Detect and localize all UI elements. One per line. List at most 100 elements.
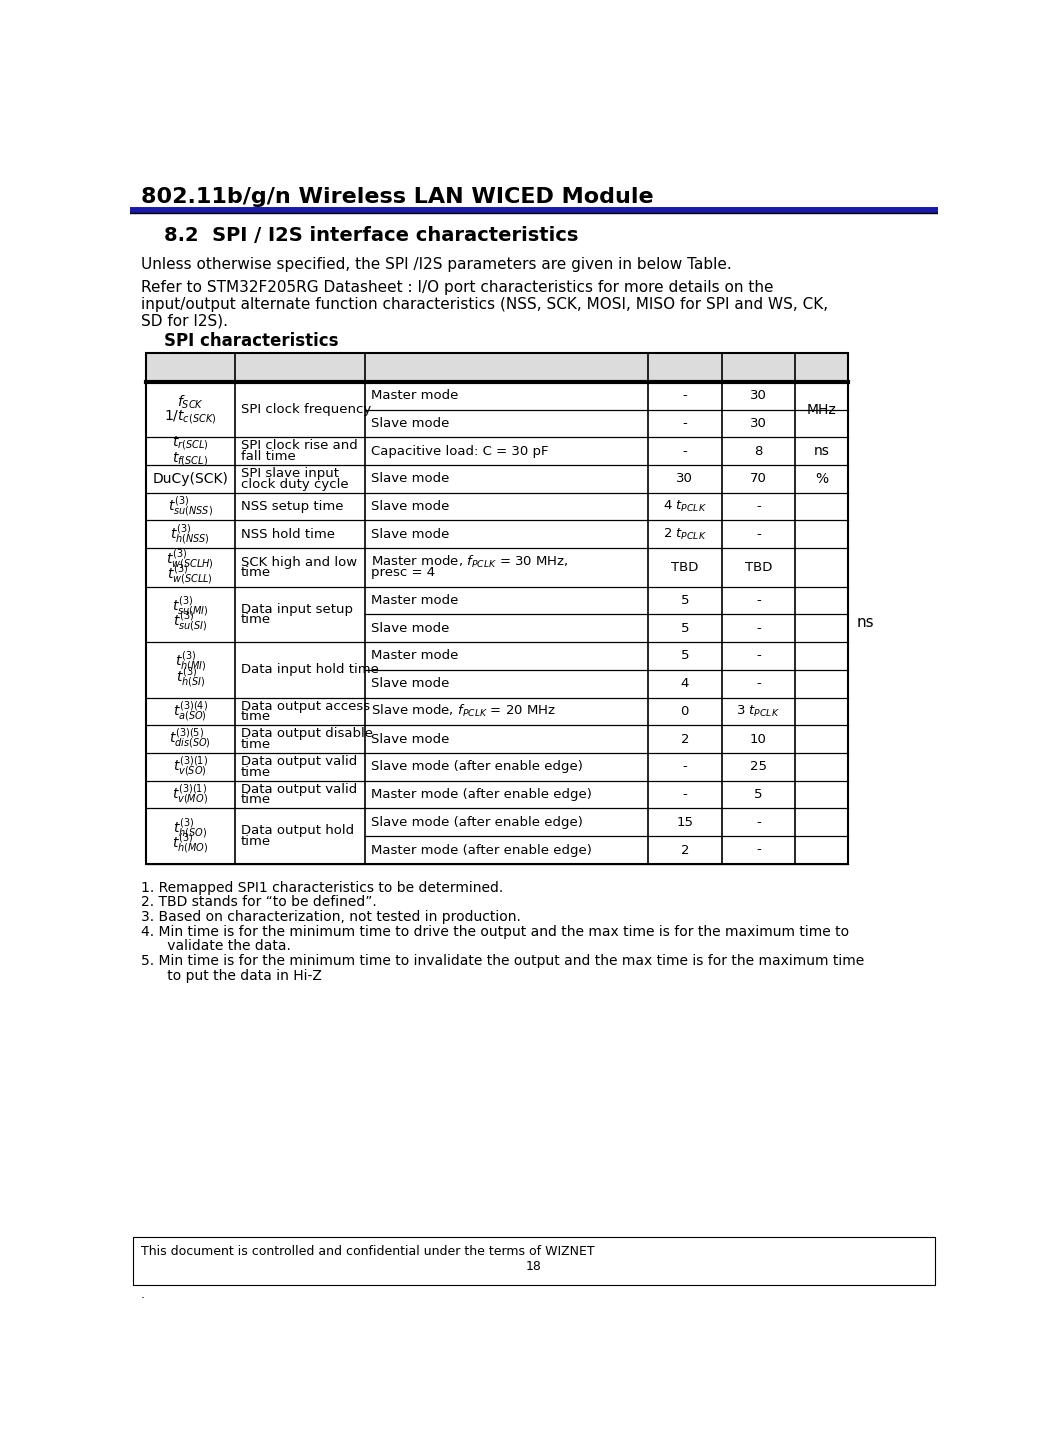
Text: 2: 2: [680, 843, 689, 856]
Text: presc = 4: presc = 4: [371, 566, 436, 579]
Text: -: -: [756, 677, 761, 690]
Text: -: -: [683, 416, 687, 430]
Text: Symbol: Symbol: [159, 360, 221, 374]
Text: $t_{r(SCL)}$: $t_{r(SCL)}$: [172, 434, 208, 453]
Text: -: -: [683, 760, 687, 773]
Text: Data output access: Data output access: [241, 699, 370, 712]
Text: Max: Max: [742, 360, 775, 374]
Text: SPI clock frequency: SPI clock frequency: [241, 403, 371, 416]
Text: time: time: [241, 836, 271, 847]
Text: ns: ns: [814, 444, 829, 459]
Bar: [146, 352, 848, 863]
Text: Refer to STM32F205RG Datasheet : I/O port characteristics for more details on th: Refer to STM32F205RG Datasheet : I/O por…: [141, 280, 773, 294]
Text: DuCy(SCK): DuCy(SCK): [152, 472, 228, 486]
Text: $t_{dis(SO)}^{(3)(5)}$: $t_{dis(SO)}^{(3)(5)}$: [170, 727, 212, 751]
Text: $1/t_{c(SCK)}$: $1/t_{c(SCK)}$: [165, 408, 217, 427]
Text: 30: 30: [676, 472, 693, 485]
Text: $t_{h(SI)}^{(3)}$: $t_{h(SI)}^{(3)}$: [176, 665, 205, 690]
Text: Data output hold: Data output hold: [241, 824, 354, 837]
Text: -: -: [683, 788, 687, 801]
Text: $t_{w(SCLH)}^{(3)}$: $t_{w(SCLH)}^{(3)}$: [167, 547, 215, 572]
Text: fall time: fall time: [241, 450, 296, 463]
Text: SPI slave input: SPI slave input: [241, 467, 339, 480]
Text: NSS hold time: NSS hold time: [241, 529, 336, 540]
Text: Slave mode (after enable edge): Slave mode (after enable edge): [371, 760, 584, 773]
Text: 3. Based on characterization, not tested in production.: 3. Based on characterization, not tested…: [141, 910, 521, 925]
Text: Master mode (after enable edge): Master mode (after enable edge): [371, 788, 592, 801]
Text: TBD: TBD: [745, 561, 772, 574]
Text: 4: 4: [680, 677, 689, 690]
Text: -: -: [683, 444, 687, 457]
Text: $t_{su(NSS)}^{(3)}$: $t_{su(NSS)}^{(3)}$: [168, 494, 213, 518]
Text: Slave mode: Slave mode: [371, 732, 450, 745]
Text: 2. TBD stands for “to be defined”.: 2. TBD stands for “to be defined”.: [141, 895, 377, 910]
Text: 5: 5: [680, 622, 689, 635]
Text: Unit: Unit: [804, 360, 839, 374]
Text: Slave mode, $f_{PCLK}$ = 20 MHz: Slave mode, $f_{PCLK}$ = 20 MHz: [371, 703, 556, 719]
Text: 5: 5: [680, 594, 689, 607]
Text: time: time: [241, 566, 271, 579]
Text: $t_{f(SCL)}$: $t_{f(SCL)}$: [172, 450, 208, 467]
Text: Unless otherwise specified, the SPI /I2S parameters are given in below Table.: Unless otherwise specified, the SPI /I2S…: [141, 256, 731, 271]
Text: $2\ t_{PCLK}$: $2\ t_{PCLK}$: [663, 527, 706, 542]
Text: Data input hold time: Data input hold time: [241, 664, 379, 677]
Text: Parameter: Parameter: [256, 360, 344, 374]
Text: 30: 30: [750, 416, 767, 430]
Text: $t_{h(MI)}^{(3)}$: $t_{h(MI)}^{(3)}$: [175, 649, 206, 674]
Text: 802.11b/g/n Wireless LAN WICED Module: 802.11b/g/n Wireless LAN WICED Module: [141, 186, 653, 207]
Text: time: time: [241, 613, 271, 626]
Text: 25: 25: [750, 760, 767, 773]
Text: $4\ t_{PCLK}$: $4\ t_{PCLK}$: [663, 499, 706, 514]
Text: 30: 30: [750, 389, 767, 402]
Text: clock duty cycle: clock duty cycle: [241, 478, 349, 491]
Text: $t_{h(SO)}^{(3)}$: $t_{h(SO)}^{(3)}$: [173, 815, 207, 840]
Text: Slave mode: Slave mode: [371, 622, 450, 635]
Text: Capacitive load: C = 30 pF: Capacitive load: C = 30 pF: [371, 444, 549, 457]
Text: -: -: [756, 622, 761, 635]
Text: %: %: [815, 472, 828, 486]
Text: 10: 10: [750, 732, 767, 745]
Text: 1. Remapped SPI1 characteristics to be determined.: 1. Remapped SPI1 characteristics to be d…: [141, 881, 503, 895]
Text: $f_{SCK}$: $f_{SCK}$: [177, 393, 204, 411]
Text: $t_{h(NSS)}^{(3)}$: $t_{h(NSS)}^{(3)}$: [170, 521, 210, 546]
Text: validate the data.: validate the data.: [141, 939, 291, 954]
Text: 8.2  SPI / I2S interface characteristics: 8.2 SPI / I2S interface characteristics: [165, 226, 578, 245]
Text: Master mode: Master mode: [371, 594, 458, 607]
Text: -: -: [756, 815, 761, 828]
Text: MHz: MHz: [807, 402, 837, 416]
Text: -: -: [756, 649, 761, 662]
Text: $t_{v(SO)}^{(3)(1)}$: $t_{v(SO)}^{(3)(1)}$: [173, 754, 207, 779]
Text: to put the data in Hi-Z: to put the data in Hi-Z: [141, 968, 322, 983]
Text: Master mode: Master mode: [371, 649, 458, 662]
Text: SPI characteristics: SPI characteristics: [165, 332, 339, 349]
Text: 5: 5: [680, 649, 689, 662]
Bar: [146, 352, 848, 381]
Text: 8: 8: [754, 444, 763, 457]
Text: $t_{w(SCLL)}^{(3)}$: $t_{w(SCLL)}^{(3)}$: [168, 563, 214, 587]
Text: Data output valid: Data output valid: [241, 783, 357, 795]
Bar: [133, 1238, 935, 1286]
Text: SD for I2S).: SD for I2S).: [141, 313, 228, 329]
Text: -: -: [756, 529, 761, 540]
Text: -: -: [756, 594, 761, 607]
Text: -: -: [683, 389, 687, 402]
Text: SCK high and low: SCK high and low: [241, 556, 357, 568]
Text: time: time: [241, 766, 271, 779]
Text: Data input setup: Data input setup: [241, 603, 353, 616]
Text: 15: 15: [676, 815, 693, 828]
Text: -: -: [756, 499, 761, 513]
Text: Slave mode: Slave mode: [371, 499, 450, 513]
Text: 5. Min time is for the minimum time to invalidate the output and the max time is: 5. Min time is for the minimum time to i…: [141, 954, 865, 968]
Text: Data output valid: Data output valid: [241, 756, 357, 767]
Text: This document is controlled and confidential under the terms of WIZNET: This document is controlled and confiden…: [141, 1245, 595, 1258]
Text: SPI clock rise and: SPI clock rise and: [241, 440, 357, 453]
Text: Min: Min: [670, 360, 700, 374]
Text: 70: 70: [750, 472, 767, 485]
Text: $t_{su(SI)}^{(3)}$: $t_{su(SI)}^{(3)}$: [173, 610, 207, 635]
Text: NSS setup time: NSS setup time: [241, 499, 344, 513]
Text: time: time: [241, 794, 271, 807]
Text: Master mode, $f_{PCLK}$ = 30 MHz,: Master mode, $f_{PCLK}$ = 30 MHz,: [371, 553, 569, 571]
Text: Slave mode: Slave mode: [371, 677, 450, 690]
Text: Master mode (after enable edge): Master mode (after enable edge): [371, 843, 592, 856]
Text: input/output alternate function characteristics (NSS, SCK, MOSI, MISO for SPI an: input/output alternate function characte…: [141, 297, 828, 312]
